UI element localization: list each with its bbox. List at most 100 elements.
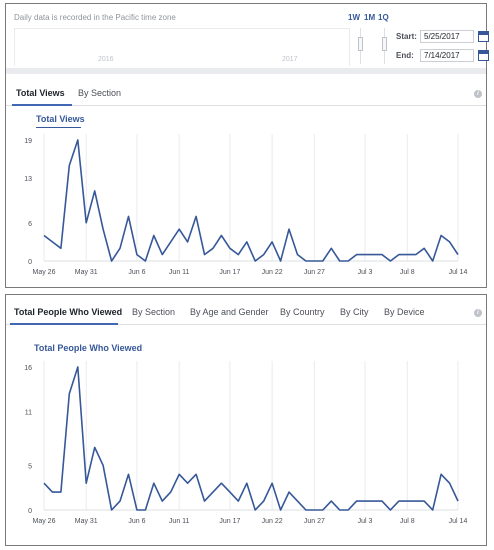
data-point[interactable] <box>371 499 376 504</box>
data-point[interactable] <box>379 252 384 257</box>
data-point[interactable] <box>92 188 97 193</box>
data-point[interactable] <box>405 252 410 257</box>
data-point[interactable] <box>439 472 444 477</box>
data-point[interactable] <box>50 490 55 495</box>
end-date-input[interactable]: 7/14/2017 <box>420 49 474 62</box>
data-point[interactable] <box>329 246 334 251</box>
data-point[interactable] <box>219 233 224 238</box>
data-point[interactable] <box>67 391 72 396</box>
range-end-handle[interactable] <box>382 37 387 51</box>
data-point[interactable] <box>396 499 401 504</box>
data-point[interactable] <box>92 445 97 450</box>
end-calendar-icon[interactable] <box>478 50 489 61</box>
tab-total-views[interactable]: Total Views <box>16 88 65 98</box>
data-point[interactable] <box>287 490 292 495</box>
data-point[interactable] <box>227 246 232 251</box>
data-point[interactable] <box>270 481 275 486</box>
data-point[interactable] <box>168 490 173 495</box>
data-point[interactable] <box>118 499 123 504</box>
data-point[interactable] <box>194 214 199 219</box>
data-point[interactable] <box>109 259 114 264</box>
data-point[interactable] <box>261 252 266 257</box>
data-point[interactable] <box>413 499 418 504</box>
data-point[interactable] <box>312 508 317 513</box>
data-point[interactable] <box>278 508 283 513</box>
data-point[interactable] <box>160 252 165 257</box>
data-point[interactable] <box>151 481 156 486</box>
data-point[interactable] <box>320 259 325 264</box>
data-point[interactable] <box>101 227 106 232</box>
range-start-handle[interactable] <box>358 37 363 51</box>
timeline-overview[interactable] <box>14 28 350 66</box>
data-point[interactable] <box>270 239 275 244</box>
data-point[interactable] <box>58 490 63 495</box>
data-point[interactable] <box>109 508 114 513</box>
data-point[interactable] <box>430 259 435 264</box>
timeline-scrollbar[interactable] <box>6 68 486 74</box>
data-point[interactable] <box>194 472 199 477</box>
data-point[interactable] <box>354 252 359 257</box>
data-point[interactable] <box>177 472 182 477</box>
data-point[interactable] <box>134 508 139 513</box>
start-date-input[interactable]: 5/25/2017 <box>420 30 474 43</box>
data-point[interactable] <box>456 252 461 257</box>
data-point[interactable] <box>42 481 47 486</box>
data-point[interactable] <box>58 246 63 251</box>
data-point[interactable] <box>244 239 249 244</box>
data-point[interactable] <box>337 508 342 513</box>
data-point[interactable] <box>354 499 359 504</box>
data-point[interactable] <box>210 490 215 495</box>
data-point[interactable] <box>134 252 139 257</box>
data-point[interactable] <box>42 233 47 238</box>
data-point[interactable] <box>50 239 55 244</box>
data-point[interactable] <box>295 499 300 504</box>
data-point[interactable] <box>405 499 410 504</box>
range-1w-button[interactable]: 1W <box>348 13 360 22</box>
range-1m-button[interactable]: 1M <box>364 13 376 22</box>
data-point[interactable] <box>253 259 258 264</box>
data-point[interactable] <box>396 252 401 257</box>
data-point[interactable] <box>253 508 258 513</box>
data-point[interactable] <box>118 246 123 251</box>
data-point[interactable] <box>219 481 224 486</box>
data-point[interactable] <box>244 481 249 486</box>
data-point[interactable] <box>101 463 106 468</box>
tab-by-device[interactable]: By Device <box>384 307 425 317</box>
data-point[interactable] <box>126 472 131 477</box>
data-point[interactable] <box>388 259 393 264</box>
data-point[interactable] <box>168 239 173 244</box>
data-point[interactable] <box>439 233 444 238</box>
data-point[interactable] <box>210 246 215 251</box>
data-point[interactable] <box>337 259 342 264</box>
data-point[interactable] <box>447 481 452 486</box>
data-point[interactable] <box>303 259 308 264</box>
data-point[interactable] <box>413 252 418 257</box>
data-point[interactable] <box>151 233 156 238</box>
info-icon[interactable]: i <box>474 309 482 317</box>
data-point[interactable] <box>84 481 89 486</box>
data-point[interactable] <box>346 259 351 264</box>
tab-total-people-who-viewed[interactable]: Total People Who Viewed <box>14 307 123 317</box>
data-point[interactable] <box>84 220 89 225</box>
range-1q-button[interactable]: 1Q <box>378 13 389 22</box>
tab-by-section[interactable]: By Section <box>132 307 176 317</box>
data-point[interactable] <box>202 252 207 257</box>
data-point[interactable] <box>430 508 435 513</box>
data-point[interactable] <box>236 499 241 504</box>
data-point[interactable] <box>185 239 190 244</box>
tab-by-section[interactable]: By Section <box>78 88 122 98</box>
data-point[interactable] <box>75 365 80 370</box>
data-point[interactable] <box>447 239 452 244</box>
data-point[interactable] <box>456 499 461 504</box>
data-point[interactable] <box>422 246 427 251</box>
data-point[interactable] <box>422 499 427 504</box>
data-point[interactable] <box>371 252 376 257</box>
data-point[interactable] <box>346 508 351 513</box>
tab-by-city[interactable]: By City <box>340 307 369 317</box>
data-point[interactable] <box>295 252 300 257</box>
data-point[interactable] <box>236 252 241 257</box>
start-calendar-icon[interactable] <box>478 31 489 42</box>
data-point[interactable] <box>329 499 334 504</box>
data-point[interactable] <box>388 508 393 513</box>
data-point[interactable] <box>177 227 182 232</box>
